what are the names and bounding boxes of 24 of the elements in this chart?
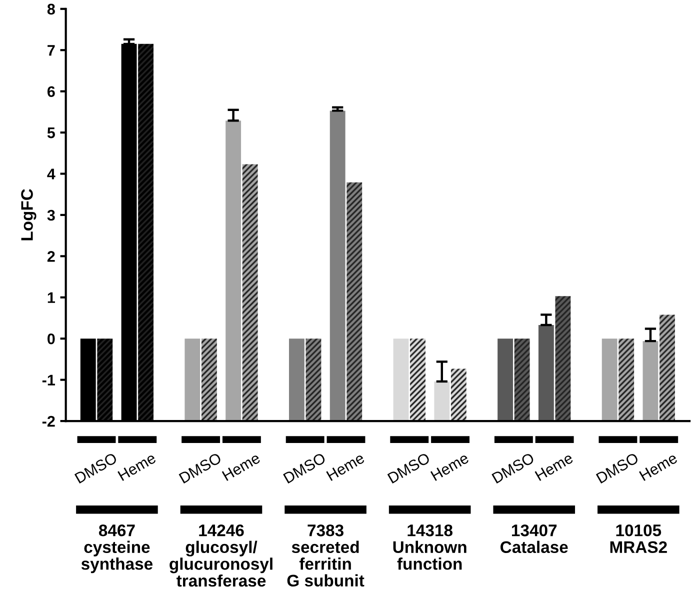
y-tick-label: 4	[47, 168, 56, 180]
y-tick-label: -1	[42, 374, 55, 386]
x-tick-label: Heme	[326, 452, 366, 482]
text: 10105 MRAS2	[610, 524, 667, 554]
y-tick-label: 5	[47, 128, 55, 138]
x-tick-label: Heme	[534, 452, 574, 482]
y-tick-label: 2	[47, 251, 55, 262]
y-tick-label: 0	[48, 333, 55, 344]
text: 13407 Catalase	[500, 524, 568, 554]
x-tick-label: Heme	[430, 452, 470, 482]
y-axis-title: LogFC	[21, 189, 36, 240]
text: 14318 Unknown function	[393, 524, 466, 570]
y-tick-label: 6	[47, 86, 55, 98]
y-tick-label: 1	[48, 292, 55, 303]
y-tick-label: 8	[47, 4, 55, 15]
x-tick-label: Heme	[639, 452, 678, 482]
y-tick-label: 3	[47, 210, 55, 221]
x-tick-label: Heme	[118, 452, 157, 482]
text: 14246 glucosyl/ glucuronosyl transferase	[170, 524, 272, 587]
y-tick-label: 7	[48, 45, 55, 56]
x-tick-label: Heme	[222, 452, 261, 482]
text: 7383 secreted ferritin G subunit	[287, 524, 364, 587]
y-tick-label: -2	[42, 416, 55, 427]
text: 8467 cysteine synthase	[81, 524, 153, 574]
